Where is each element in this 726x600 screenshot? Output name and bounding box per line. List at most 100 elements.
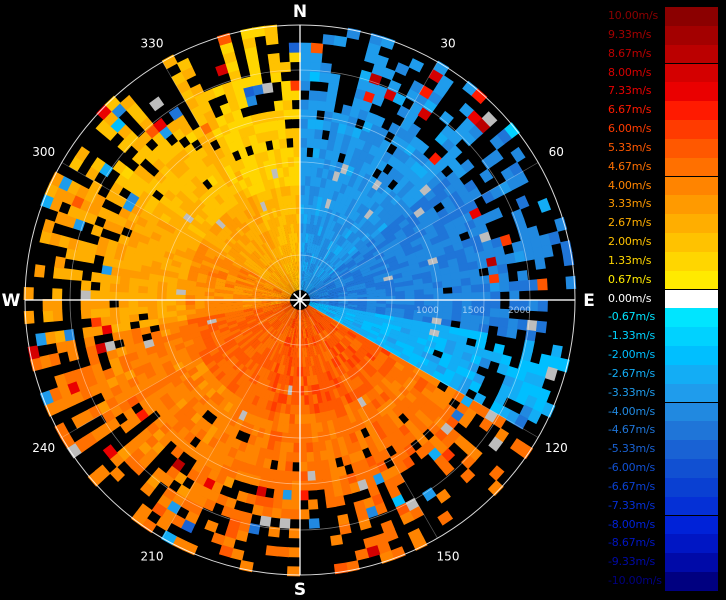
velocity-cell: [283, 288, 292, 295]
velocity-cell: [271, 352, 278, 363]
velocity-cell: [97, 379, 111, 393]
velocity-cell: [256, 343, 265, 354]
velocity-cell: [308, 262, 314, 273]
velocity-cell: [224, 526, 239, 540]
velocity-cell: [308, 404, 315, 415]
azimuth-spoke: [162, 61, 301, 301]
legend-label: 2.67m/s: [608, 216, 652, 230]
velocity-cell: [338, 295, 349, 299]
velocity-cell: [314, 244, 320, 255]
velocity-cell: [431, 370, 445, 382]
velocity-cell: [314, 364, 320, 376]
velocity-cell: [291, 204, 297, 215]
velocity-cell: [365, 198, 377, 210]
velocity-cell: [388, 238, 400, 248]
velocity-cell: [454, 434, 469, 449]
velocity-cell: [310, 275, 317, 285]
velocity-cell: [294, 414, 300, 425]
velocity-cell: [288, 356, 293, 367]
velocity-cell: [295, 185, 301, 196]
velocity-cell: [321, 318, 330, 327]
velocity-cell: [310, 253, 315, 264]
velocity-cell: [440, 214, 453, 226]
legend-swatch: [665, 251, 718, 271]
velocity-cell: [232, 407, 243, 419]
velocity-cell: [318, 304, 329, 308]
legend-label: 3.33m/s: [608, 197, 652, 211]
velocity-cell: [280, 224, 286, 236]
velocity-cell: [461, 238, 474, 249]
velocity-cell: [373, 277, 385, 284]
velocity-cell: [309, 356, 315, 367]
velocity-cell: [239, 378, 249, 389]
velocity-cell: [339, 214, 349, 226]
velocity-cell: [342, 273, 353, 280]
legend-swatch: [665, 157, 718, 177]
velocity-cell: [332, 257, 342, 267]
velocity-cell: [232, 296, 243, 300]
cardinal-label-n: N: [293, 2, 307, 22]
velocity-cell: [268, 340, 276, 351]
velocity-cell: [137, 306, 149, 315]
velocity-cell: [217, 167, 229, 180]
velocity-cell: [225, 152, 236, 165]
velocity-cell: [226, 355, 237, 365]
velocity-cell: [409, 217, 422, 229]
legend-label: 8.00m/s: [608, 65, 652, 79]
velocity-cell: [109, 282, 120, 293]
velocity-cell: [348, 328, 359, 337]
velocity-cell: [253, 122, 264, 135]
velocity-cell: [243, 85, 256, 98]
velocity-cell: [259, 388, 268, 399]
velocity-cell: [156, 299, 167, 307]
velocity-cell: [308, 337, 313, 348]
legend-label: 6.00m/s: [608, 122, 652, 136]
velocity-cell: [316, 167, 324, 178]
velocity-cell: [179, 262, 191, 271]
velocity-cell: [365, 311, 376, 317]
velocity-cell: [322, 382, 329, 393]
velocity-cell: [452, 390, 466, 404]
velocity-cell: [198, 193, 211, 206]
velocity-cell: [185, 299, 196, 305]
velocity-cell: [370, 245, 382, 254]
velocity-cell: [275, 470, 286, 481]
velocity-cell: [233, 192, 244, 204]
velocity-cell: [428, 447, 442, 462]
velocity-cell: [332, 221, 341, 233]
velocity-cell: [42, 309, 54, 323]
radar-site-spoke: [293, 299, 301, 307]
velocity-cell: [347, 176, 357, 188]
velocity-cell: [251, 204, 260, 216]
velocity-cell: [283, 413, 290, 424]
velocity-cell: [225, 338, 236, 347]
velocity-cell: [204, 295, 215, 300]
velocity-cell: [250, 238, 260, 249]
velocity-cell: [342, 174, 352, 186]
velocity-cell: [387, 79, 402, 94]
velocity-cell: [254, 342, 263, 352]
velocity-cell: [282, 244, 288, 255]
velocity-cell: [48, 352, 61, 367]
velocity-cell: [316, 215, 323, 227]
velocity-cell: [272, 392, 280, 403]
velocity-cell: [233, 385, 244, 397]
velocity-cell: [312, 451, 322, 462]
velocity-cell: [342, 414, 352, 426]
velocity-cell: [451, 285, 463, 294]
velocity-cell: [279, 278, 287, 287]
velocity-cell: [300, 99, 310, 110]
velocity-cell: [271, 305, 282, 309]
cardinal-label-e: E: [583, 291, 595, 311]
velocity-cell: [310, 233, 315, 244]
velocity-cell: [322, 275, 331, 283]
velocity-cell: [205, 278, 217, 286]
velocity-cell: [411, 536, 428, 551]
velocity-cell: [236, 238, 247, 249]
velocity-cell: [314, 312, 323, 320]
velocity-cell: [349, 233, 359, 244]
velocity-cell: [319, 294, 330, 298]
velocity-cell: [377, 367, 388, 378]
velocity-cell: [176, 243, 188, 253]
velocity-cell: [307, 317, 313, 328]
